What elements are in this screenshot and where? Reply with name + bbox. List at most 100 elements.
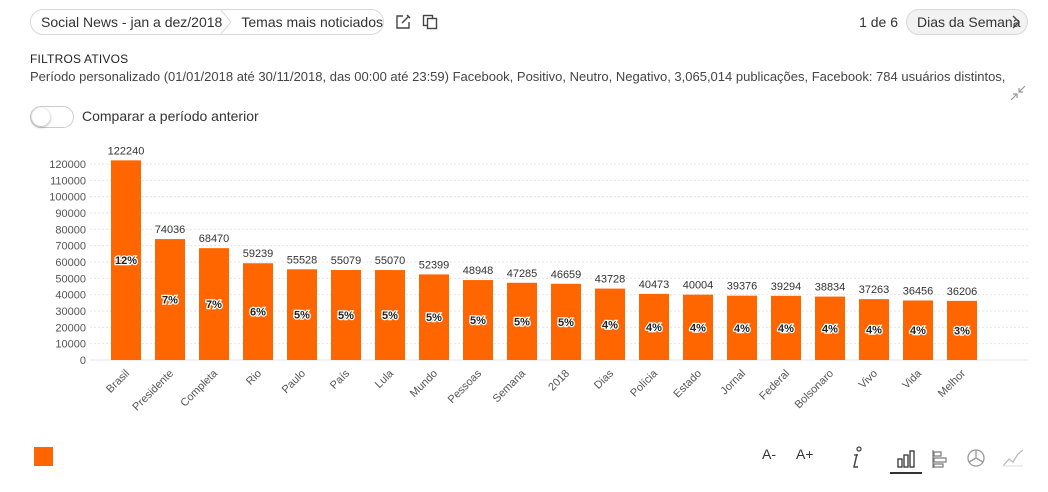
bar-value-label: 59239: [243, 248, 274, 260]
legend-swatch[interactable]: [34, 447, 53, 466]
x-tick-label: Polícia: [628, 367, 660, 399]
x-tick-label: Vida: [900, 367, 925, 392]
bar-percent-label: 4%: [778, 323, 794, 335]
bar-percent-label: 4%: [910, 325, 926, 337]
next-widget-button[interactable]: Dias da Semana: [906, 9, 1028, 35]
bar[interactable]: [771, 295, 801, 360]
page-counter: 1 de 6: [859, 14, 898, 30]
breadcrumb-dashboard[interactable]: Social News - jan a dez/2018: [41, 14, 223, 30]
bar[interactable]: [903, 300, 933, 360]
bar-value-label: 37263: [859, 284, 890, 296]
x-tick-label: Dias: [592, 367, 616, 391]
x-tick-label: Mundo: [408, 368, 440, 400]
bar-value-label: 52399: [419, 259, 450, 271]
line-chart-icon[interactable]: [1002, 448, 1024, 474]
x-tick-label: Semana: [491, 367, 529, 405]
pie-chart-icon[interactable]: [966, 448, 986, 474]
breadcrumb-widget[interactable]: Temas mais noticiados: [241, 14, 383, 30]
x-tick-label: País: [328, 367, 352, 391]
bar[interactable]: [199, 248, 229, 360]
bar-percent-label: 5%: [426, 312, 442, 324]
x-tick-label: Pessoas: [446, 367, 485, 406]
bar[interactable]: [155, 239, 185, 360]
font-decrease-label: A-: [762, 446, 776, 462]
y-tick-label: 80000: [55, 224, 86, 236]
bar[interactable]: [463, 280, 493, 360]
bar[interactable]: [947, 300, 977, 360]
chevron-right-icon: [1011, 15, 1021, 32]
bar[interactable]: [507, 282, 537, 360]
edit-icon[interactable]: [394, 13, 412, 31]
x-tick-label: Federal: [757, 368, 792, 403]
x-tick-label: Lula: [373, 367, 397, 391]
y-tick-label: 100000: [49, 192, 86, 204]
bar[interactable]: [243, 263, 273, 360]
bar-percent-label: 6%: [250, 307, 266, 319]
next-widget-label: Dias da Semana: [917, 14, 1021, 30]
font-decrease-button[interactable]: A-: [762, 446, 776, 472]
y-tick-label: 0: [80, 355, 86, 367]
collapse-icon[interactable]: [1010, 85, 1026, 101]
bar-value-label: 43728: [595, 274, 626, 286]
bar[interactable]: [419, 274, 449, 360]
x-tick-label: 2018: [546, 368, 572, 394]
bar-percent-label: 5%: [514, 316, 530, 328]
bar[interactable]: [287, 269, 317, 360]
bar[interactable]: [859, 299, 889, 360]
bar-percent-label: 5%: [470, 315, 486, 327]
bar[interactable]: [727, 295, 757, 360]
bar-value-label: 39376: [727, 281, 758, 293]
bar-percent-label: 4%: [734, 323, 750, 335]
x-tick-label: Completa: [178, 367, 220, 409]
y-tick-label: 40000: [55, 290, 86, 302]
x-tick-label: Brasil: [104, 368, 132, 396]
bar-percent-label: 5%: [558, 317, 574, 329]
bar-value-label: 47285: [507, 268, 538, 280]
y-tick-label: 60000: [55, 257, 86, 269]
active-chart-type-indicator: [890, 472, 922, 474]
y-tick-label: 20000: [55, 322, 86, 334]
copy-icon[interactable]: [421, 13, 439, 31]
bar-percent-label: 5%: [338, 310, 354, 322]
bar-value-label: 46659: [551, 269, 582, 281]
horizontal-bar-chart-icon[interactable]: [931, 449, 951, 475]
bar-value-label: 36456: [903, 285, 934, 297]
bar-value-label: 55079: [331, 255, 362, 267]
bar-value-label: 38834: [815, 282, 846, 294]
bar-value-label: 55528: [287, 254, 318, 266]
compare-label: Comparar a período anterior: [82, 108, 259, 124]
x-tick-label: Melhor: [936, 367, 968, 399]
bar[interactable]: [595, 288, 625, 360]
bar[interactable]: [375, 270, 405, 360]
x-tick-label: Paulo: [280, 368, 308, 396]
bar[interactable]: [815, 296, 845, 360]
x-tick-label: Bolsonaro: [793, 368, 837, 412]
breadcrumb: Social News - jan a dez/2018 Temas mais …: [30, 9, 384, 35]
bar[interactable]: [639, 293, 669, 360]
bar[interactable]: [111, 160, 141, 360]
bar-value-label: 40473: [639, 279, 670, 291]
bar-percent-label: 4%: [866, 325, 882, 337]
y-tick-label: 70000: [55, 241, 86, 253]
y-tick-label: 120000: [49, 159, 86, 171]
bar-value-label: 55070: [375, 255, 406, 267]
vertical-bar-chart-icon[interactable]: [896, 449, 916, 475]
font-increase-button[interactable]: A+: [796, 446, 814, 472]
compare-toggle[interactable]: [30, 106, 74, 128]
info-icon[interactable]: [848, 446, 864, 472]
bar[interactable]: [683, 294, 713, 360]
bar[interactable]: [331, 270, 361, 360]
bar-percent-label: 4%: [602, 319, 618, 331]
bar[interactable]: [551, 283, 581, 360]
bar-chart: 0 10000 20000 30000 40000 50000 60000 70000 8000…: [49, 145, 1028, 413]
active-filters-text: Período personalizado (01/01/2018 até 30…: [30, 69, 1006, 84]
x-tick-label: Estado: [671, 368, 704, 401]
bar-percent-label: 7%: [206, 299, 222, 311]
active-filters-title: FILTROS ATIVOS: [30, 52, 129, 66]
bar-percent-label: 4%: [690, 322, 706, 334]
bar-percent-label: 4%: [646, 322, 662, 334]
bar-value-label: 39294: [771, 281, 802, 293]
y-tick-label: 30000: [55, 306, 86, 318]
bar-value-label: 48948: [463, 265, 494, 277]
y-tick-label: 90000: [55, 208, 86, 220]
